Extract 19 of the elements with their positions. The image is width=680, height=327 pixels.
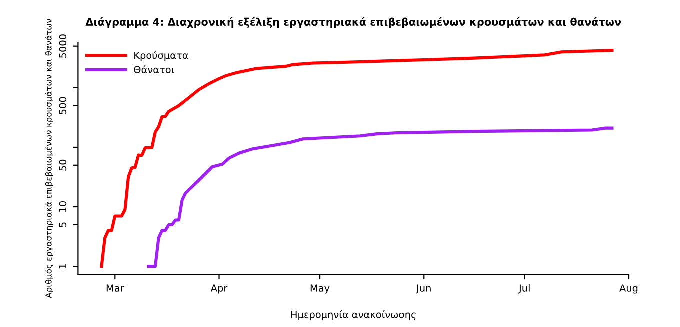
x-tick-label: Aug (620, 284, 638, 294)
y-tick-label: 5 (59, 222, 67, 228)
x-tick-label: Jul (518, 284, 530, 294)
y-axis-title: Αριθμός εργαστηριακά επιβεβαιωμένων κρουσμάτων και θανάτων (45, 19, 54, 298)
y-tick-label: 5000 (59, 34, 67, 58)
chart-title: Διάγραμμα 4: Διαχρονική εξέλιξη εργαστηριακά επιβεβαιωμένων κρουσμάτων και θανάτων (86, 18, 622, 28)
y-tick-label: 500 (59, 97, 67, 114)
legend-label: Θάνατοι (134, 66, 174, 74)
legend-label: Κρούσματα (134, 51, 188, 62)
x-axis-title: Ημερομηνία ανακοίνωσης (291, 310, 416, 320)
line-series (147, 126, 614, 268)
y-tick-label: 10 (59, 201, 67, 212)
x-tick-label: Mar (106, 284, 124, 292)
line-series (100, 49, 614, 268)
y-tick-label: 1 (59, 264, 66, 269)
x-tick-label: Apr (210, 284, 228, 294)
x-tick-label: Jun (416, 284, 431, 294)
x-tick-label: May (310, 284, 330, 294)
y-tick-label: 50 (59, 160, 67, 171)
